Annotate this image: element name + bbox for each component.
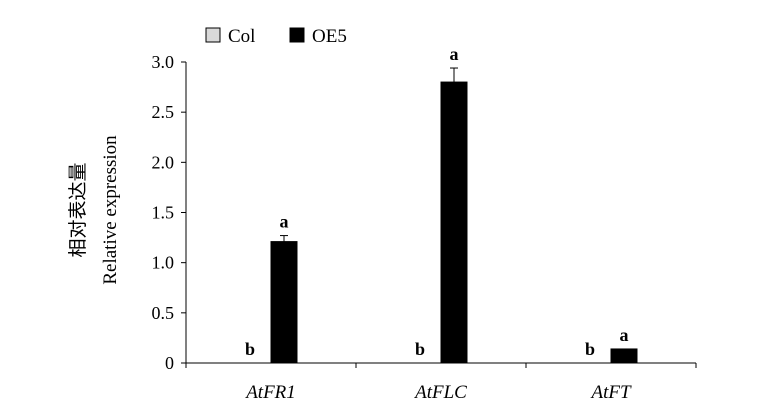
y-tick-label: 1.5: [152, 203, 175, 223]
legend-label-oe5: OE5: [312, 26, 347, 47]
bar-oe5-atfr1: [270, 241, 298, 364]
x-tick-label: AtFT: [589, 382, 631, 403]
significance-label: b: [585, 339, 595, 359]
legend-swatch-col: [205, 27, 221, 43]
data-labels: b a b a b a: [245, 44, 629, 359]
bar-oe5-atflc: [440, 81, 468, 364]
significance-label: b: [245, 339, 255, 359]
y-axis-title: 相对表达量 Relative expression: [67, 135, 121, 285]
significance-label: a: [620, 325, 629, 345]
bar-oe5-atft: [610, 348, 638, 364]
x-tick-label: AtFR1: [244, 382, 296, 403]
y-tick-label: 0.5: [152, 303, 175, 323]
y-tick-label: 1.0: [152, 253, 175, 273]
significance-label: a: [280, 212, 289, 232]
legend-swatch-oe5: [289, 27, 305, 43]
axes: 0 0.5 1.0 1.5 2.0 2.5 3.0 AtFR1 AtFLC AtFT: [152, 52, 697, 403]
significance-label: a: [450, 44, 459, 64]
significance-label: b: [415, 339, 425, 359]
legend: Col OE5: [205, 26, 347, 47]
legend-label-col: Col: [228, 26, 255, 47]
y-tick-label: 2.5: [152, 102, 175, 122]
y-axis-title-en: Relative expression: [100, 135, 121, 285]
x-tick-label: AtFLC: [413, 382, 467, 403]
y-tick-label: 3.0: [152, 52, 175, 72]
y-axis-title-cn: 相对表达量: [67, 162, 89, 257]
y-tick-label: 0: [165, 353, 174, 373]
bars: [270, 67, 638, 364]
y-tick-label: 2.0: [152, 152, 175, 172]
